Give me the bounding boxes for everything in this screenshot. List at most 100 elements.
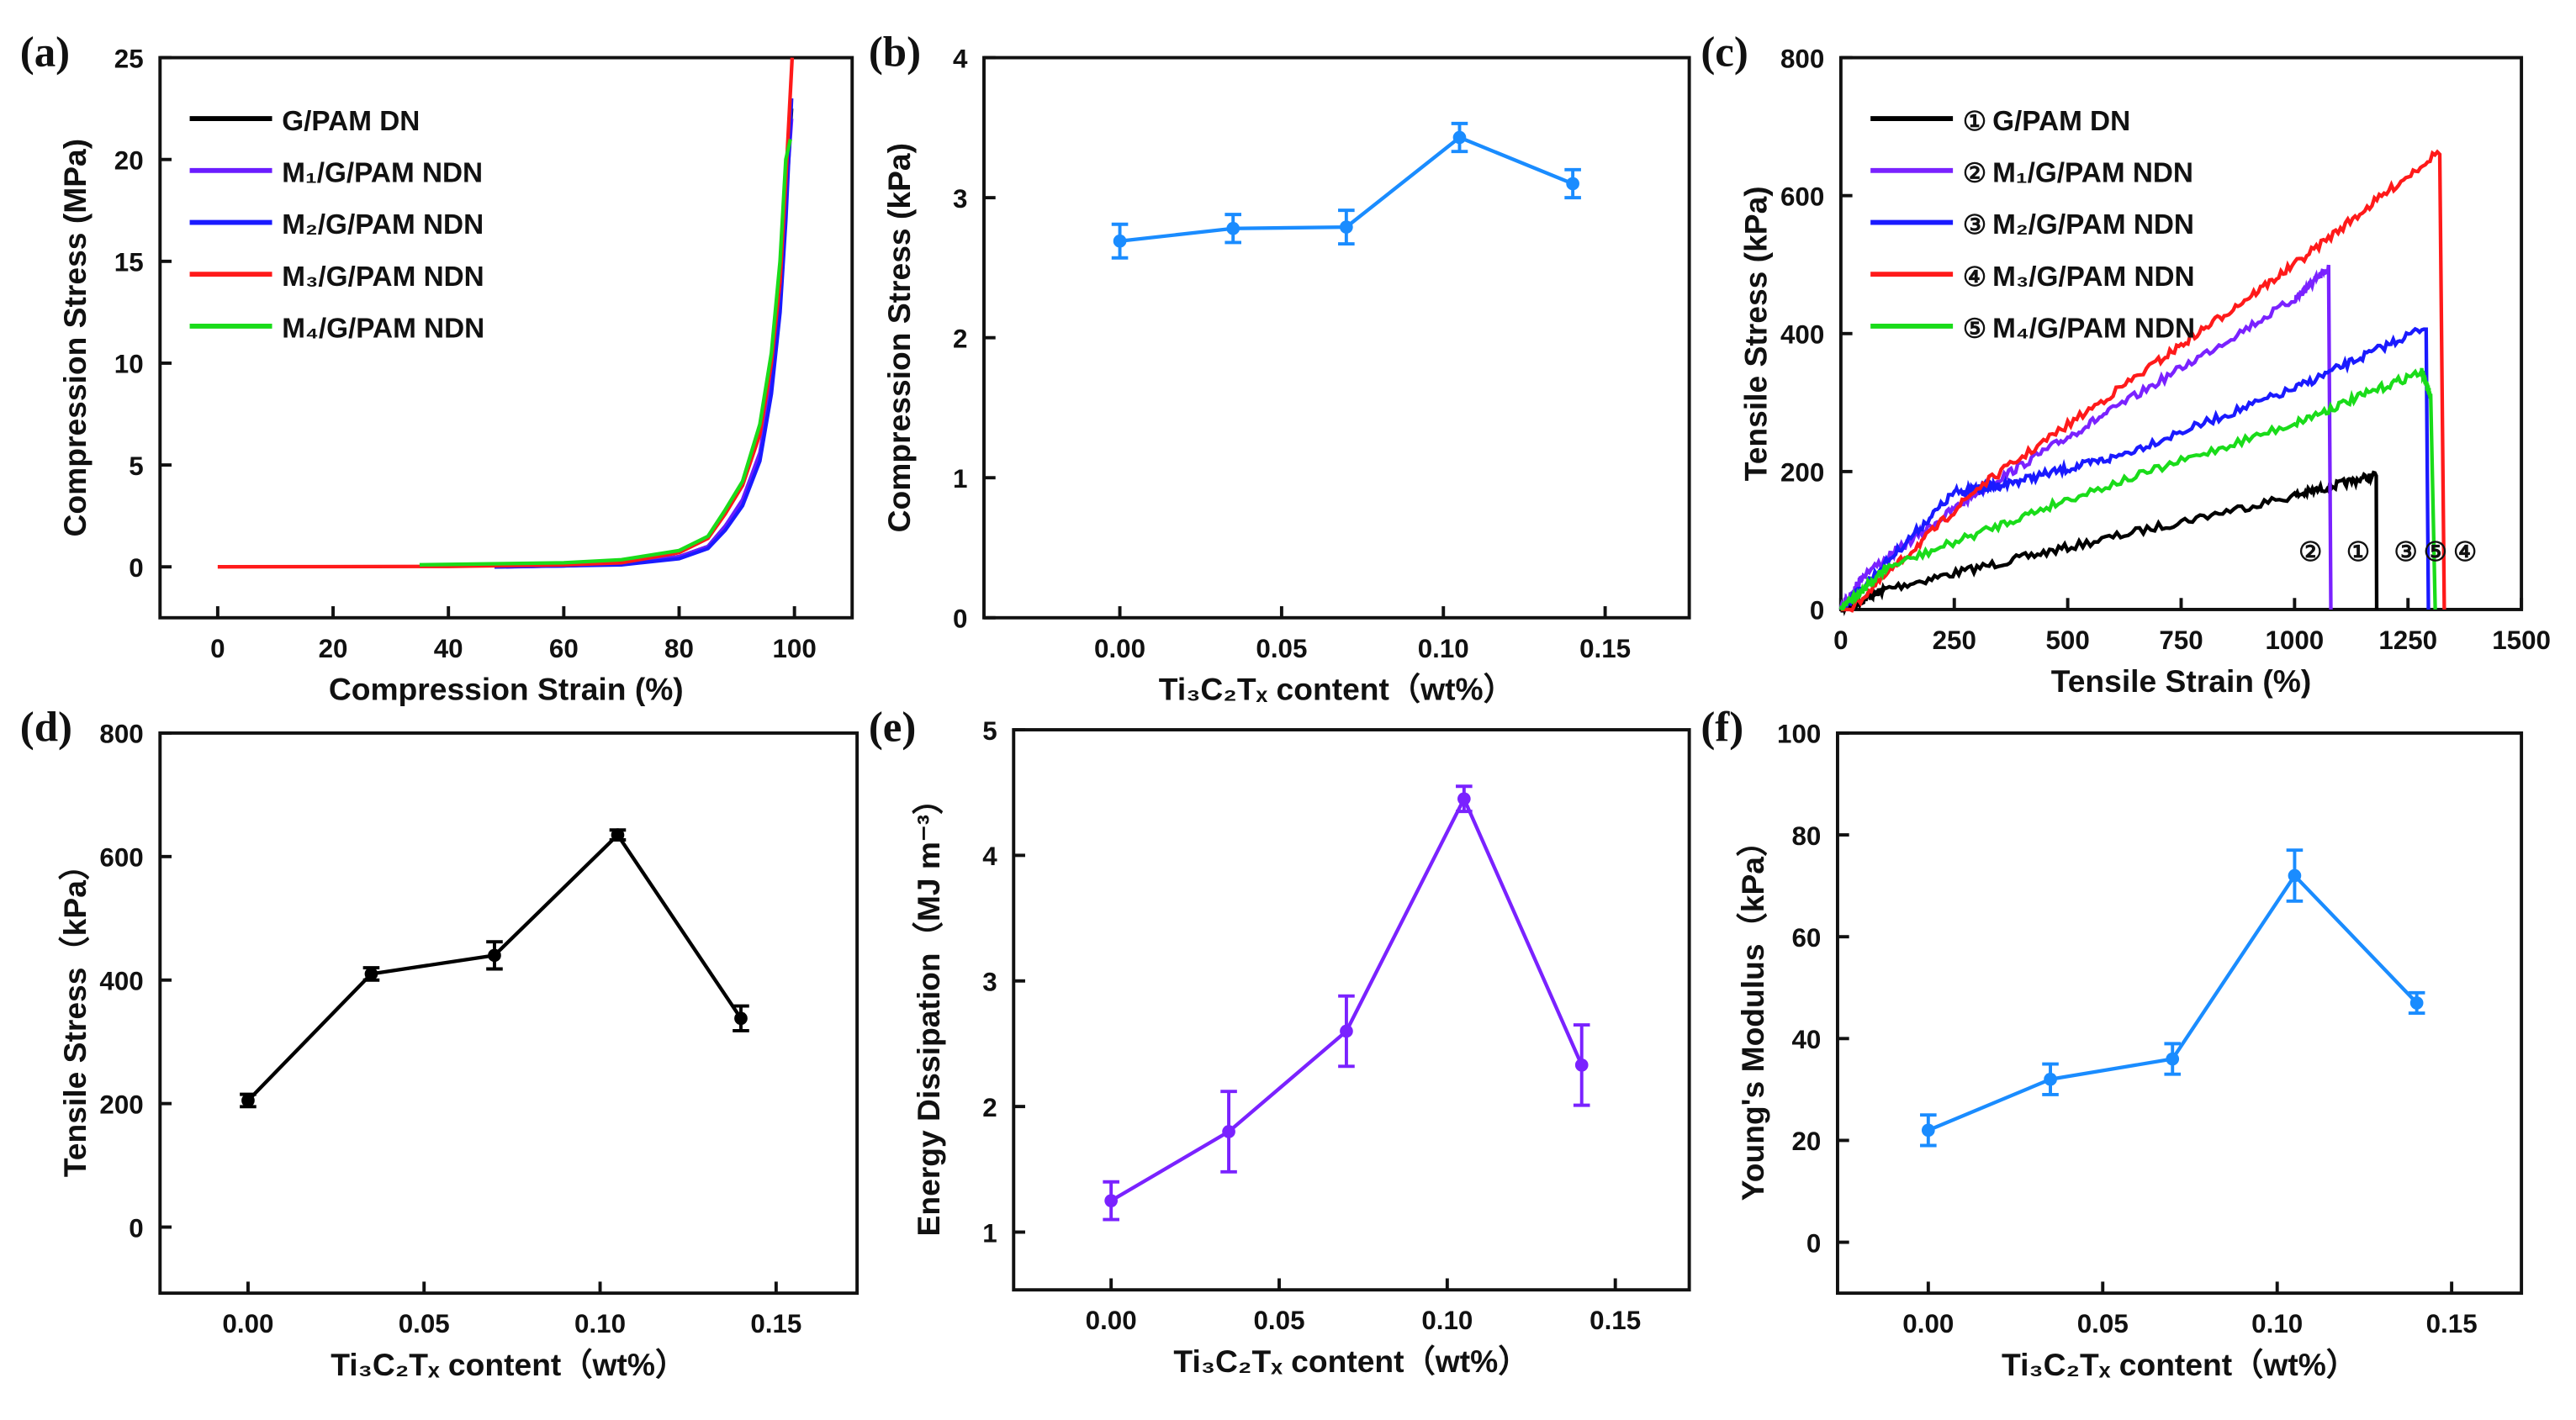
legend-label: M₃/G/PAM NDN xyxy=(1992,261,2194,293)
data-point xyxy=(2288,868,2302,883)
y-tick-label: 20 xyxy=(1791,1127,1821,1156)
x-tick-label: 1500 xyxy=(2492,626,2551,655)
y-tick-label: 100 xyxy=(1777,720,1821,749)
series-line xyxy=(505,119,794,569)
y-tick-label: 0 xyxy=(953,604,967,634)
x-tick-label: 0.10 xyxy=(1418,634,1469,663)
x-tick-label: 60 xyxy=(549,634,579,663)
legend-marker: ⑤ xyxy=(1963,314,1986,344)
x-tick-label: 0.00 xyxy=(1902,1309,1954,1338)
legend-marker: ① xyxy=(1963,107,1986,136)
y-tick-label: 600 xyxy=(1780,182,1824,211)
y-axis-title: Tensile Stress (kPa) xyxy=(1738,186,1774,481)
series-line xyxy=(419,139,792,567)
y-axis-title: Compression Stress (kPa) xyxy=(881,143,917,532)
x-tick-label: 0 xyxy=(1833,626,1848,655)
curve-annotation: ② xyxy=(2298,537,2322,567)
legend-label: M₁/G/PAM NDN xyxy=(282,158,483,189)
data-point xyxy=(1340,220,1353,234)
plot-frame xyxy=(1012,728,1691,1292)
plot-frame xyxy=(158,55,854,620)
data-point xyxy=(1340,1024,1353,1038)
curve-annotation: ③ xyxy=(2394,537,2417,567)
series-line xyxy=(1927,873,2419,1132)
data-point xyxy=(364,967,378,981)
panel-label: (d) xyxy=(20,705,72,752)
series-line xyxy=(1838,470,2379,616)
y-tick-label: 40 xyxy=(1791,1025,1821,1054)
data-point xyxy=(488,948,501,963)
series-line xyxy=(1840,149,2446,613)
data-point xyxy=(734,1011,748,1026)
y-tick-label: 3 xyxy=(982,968,997,997)
y-tick-label: 0 xyxy=(1810,596,1824,626)
legend-label: M₃/G/PAM NDN xyxy=(282,261,484,293)
x-tick-label: 250 xyxy=(1933,626,1976,655)
panel-label: (e) xyxy=(869,705,917,752)
data-point xyxy=(2044,1072,2057,1086)
panel-label: (a) xyxy=(20,29,70,76)
y-tick-label: 60 xyxy=(1791,923,1821,953)
legend-label: M₂/G/PAM NDN xyxy=(282,209,484,240)
x-tick-label: 0.00 xyxy=(222,1309,273,1338)
panel-a: (a) 0 20 40 60 80 100 0 5 10 15 20 25 Compression Str… xyxy=(20,29,854,707)
data-point xyxy=(611,828,625,842)
series-line xyxy=(495,98,794,569)
y-tick-label: 800 xyxy=(1780,44,1824,73)
x-tick-label: 0.05 xyxy=(2077,1309,2129,1338)
x-tick-label: 1000 xyxy=(2265,626,2324,655)
y-tick-label: 0 xyxy=(129,553,143,583)
curve-annotation: ① xyxy=(2346,537,2370,567)
panel-label: (c) xyxy=(1701,29,1748,76)
y-tick-label: 10 xyxy=(114,350,144,379)
data-point xyxy=(1921,1123,1935,1138)
legend-label: M₂/G/PAM NDN xyxy=(1992,209,2194,240)
curve-annotation: ⑤ xyxy=(2424,537,2447,567)
y-tick-label: 80 xyxy=(1791,821,1821,851)
x-axis-title: Ti₃C₂Tₓ content（wt%） xyxy=(331,1347,686,1382)
x-axis-title: Ti₃C₂Tₓ content（wt%） xyxy=(1159,672,1515,707)
x-tick-label: 40 xyxy=(434,634,463,663)
x-tick-label: 0 xyxy=(210,634,225,663)
x-tick-label: 0.05 xyxy=(399,1309,450,1338)
y-tick-label: 2 xyxy=(982,1093,997,1122)
y-tick-label: 4 xyxy=(982,842,997,871)
y-tick-label: 200 xyxy=(1780,458,1824,488)
legend-label: G/PAM DN xyxy=(282,106,420,137)
x-tick-label: 500 xyxy=(2045,626,2089,655)
x-tick-label: 0.15 xyxy=(1579,634,1631,663)
x-tick-label: 0.15 xyxy=(1590,1306,1641,1335)
panel-d: (d) 0.00 0.05 0.10 0.15 0 200 400 600 800 Ti₃C₂Tₓ … xyxy=(20,705,860,1382)
panel-c: (c) 0 250 500 750 1000 1250 1500 0 200 400 600 800 Te… xyxy=(1701,29,2551,699)
x-tick-label: 1250 xyxy=(2378,626,2437,655)
y-axis-title: Young's Modulus（kPa） xyxy=(1735,826,1770,1201)
data-point xyxy=(2409,996,2424,1010)
y-axis-title: Energy Dissipation（MJ m⁻³） xyxy=(911,784,946,1237)
panel-label: (f) xyxy=(1701,705,1743,752)
plot-frame xyxy=(158,731,860,1296)
curve-annotation: ④ xyxy=(2453,537,2477,567)
legend-label: M₄/G/PAM NDN xyxy=(1992,314,2195,345)
data-point xyxy=(1222,1125,1235,1138)
y-tick-label: 200 xyxy=(99,1090,143,1119)
y-tick-label: 2 xyxy=(953,324,967,353)
y-tick-label: 3 xyxy=(953,184,967,214)
plot-frame xyxy=(982,55,1691,620)
y-tick-label: 600 xyxy=(99,843,143,873)
data-point xyxy=(1226,221,1240,235)
x-axis-title: Compression Strain (%) xyxy=(329,672,684,707)
x-tick-label: 0.10 xyxy=(1421,1306,1473,1335)
x-axis-title: Tensile Strain (%) xyxy=(2051,663,2312,699)
legend-marker: ③ xyxy=(1963,210,1986,240)
series-line xyxy=(1838,367,2437,611)
panel-b: (b) 0.00 0.05 0.10 0.15 0 1 2 3 4 Ti₃C₂Tₓ content（… xyxy=(869,29,1691,707)
x-tick-label: 0.00 xyxy=(1094,634,1145,663)
data-point xyxy=(241,1094,255,1107)
x-tick-label: 0.05 xyxy=(1256,634,1307,663)
legend-label: M₁/G/PAM NDN xyxy=(1992,158,2193,189)
y-tick-label: 800 xyxy=(99,720,143,749)
x-tick-label: 80 xyxy=(664,634,694,663)
x-tick-label: 0.10 xyxy=(2251,1309,2303,1338)
x-tick-label: 0.05 xyxy=(1253,1306,1304,1335)
y-tick-label: 400 xyxy=(99,966,143,995)
